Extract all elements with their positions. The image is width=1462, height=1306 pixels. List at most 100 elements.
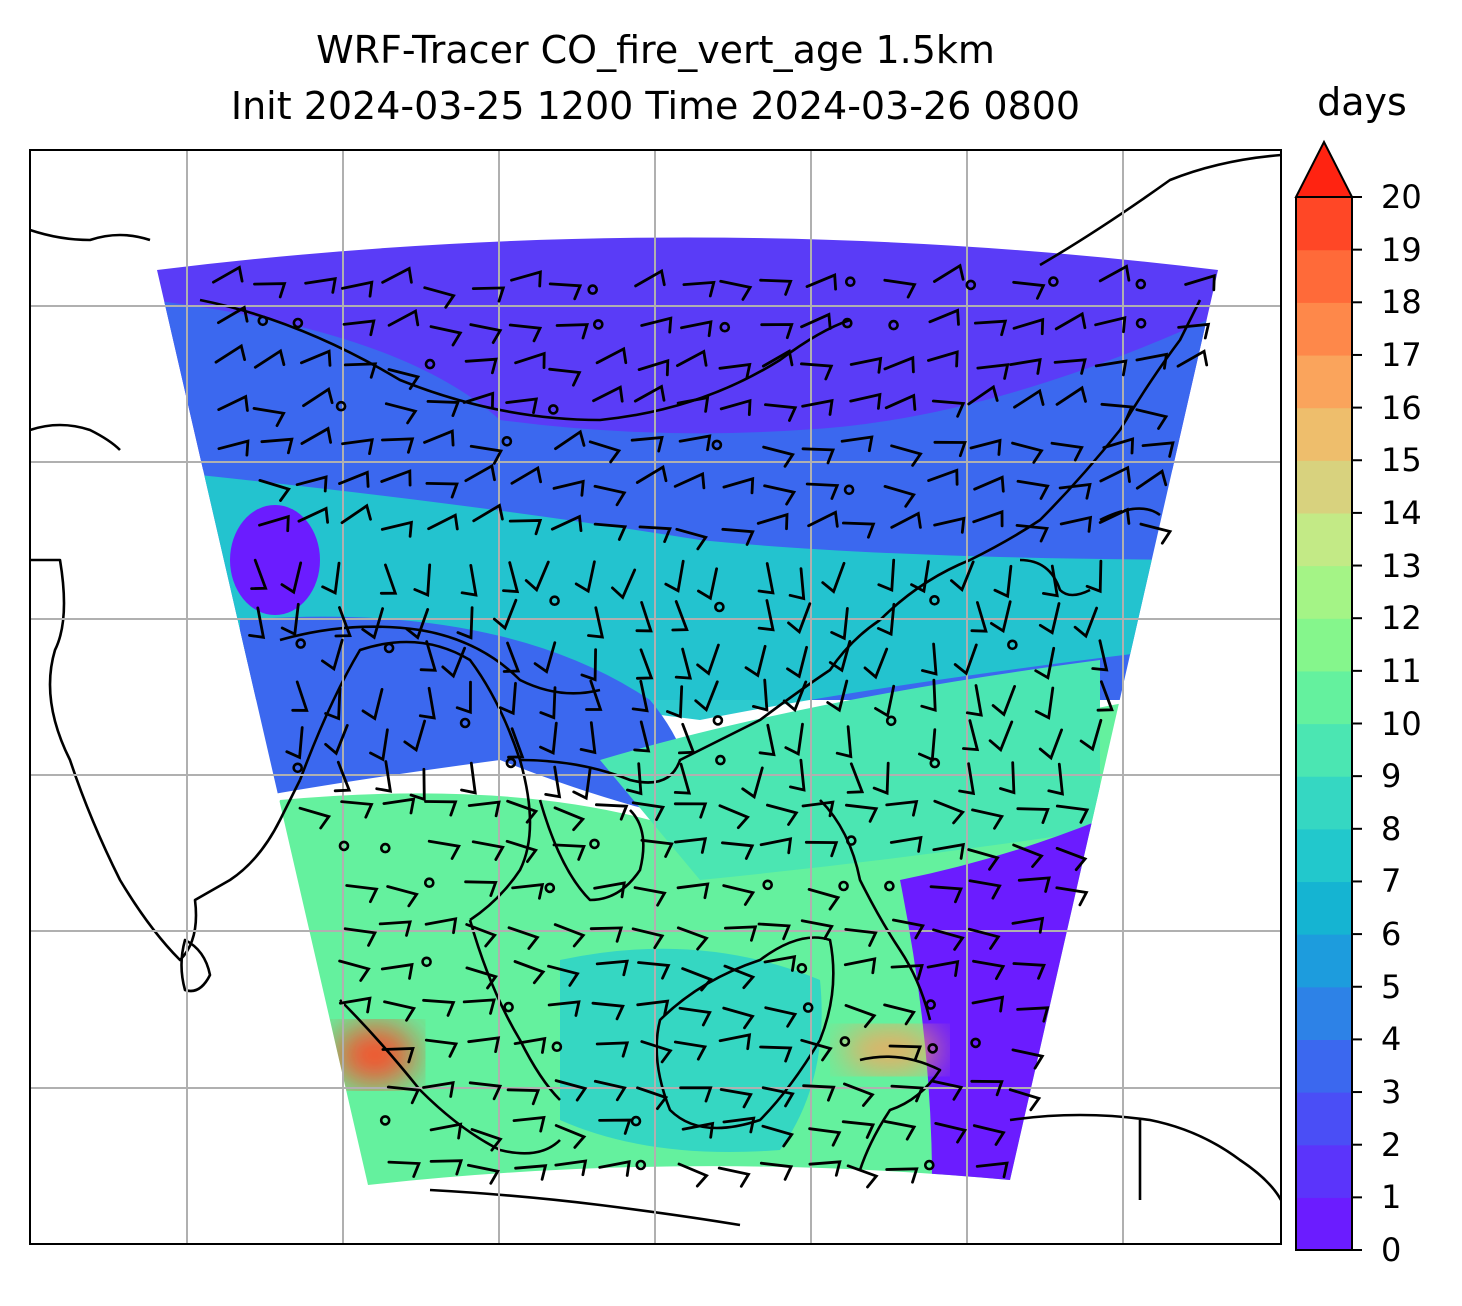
calm-wind-circle (802, 1002, 814, 1013)
wind-barb (828, 640, 852, 673)
wind-barb (671, 600, 689, 632)
calm-wind-circle (843, 484, 855, 496)
calm-wind-circle (383, 642, 395, 654)
colorbar-tick-label: 17 (1381, 335, 1422, 374)
wind-barb (340, 800, 374, 819)
wind-barb (835, 725, 853, 759)
calm-wind-circle (592, 319, 604, 330)
calm-wind-circle (1135, 317, 1147, 329)
wind-barb (849, 392, 882, 410)
calm-wind-circle (712, 715, 724, 726)
wind-barb (1055, 886, 1089, 907)
wind-barb (843, 957, 877, 975)
wind-barb (508, 323, 543, 343)
colorbar-tick-label: 12 (1381, 599, 1422, 638)
wind-barb (579, 721, 597, 755)
wind-barb (338, 959, 371, 982)
wind-barb (789, 758, 806, 792)
wind-barb (883, 355, 915, 374)
coastlines (30, 153, 1281, 1227)
calm-wind-circle (888, 319, 899, 331)
wind-barb (460, 564, 478, 597)
wind-barb (761, 1086, 795, 1108)
wind-barb (253, 282, 287, 299)
wind-barb (342, 319, 376, 337)
wind-barb (425, 482, 459, 499)
wind-barb (403, 719, 426, 753)
wind-barb (722, 884, 756, 906)
wind-barb (574, 560, 596, 594)
wind-barb (885, 1167, 919, 1184)
wind-barb (300, 349, 332, 367)
calm-wind-circle (295, 638, 307, 649)
calm-wind-circle (549, 595, 560, 607)
wind-barb (877, 558, 896, 593)
wind-barb (502, 641, 521, 673)
wind-barb (324, 687, 342, 721)
wind-barb (1055, 385, 1087, 406)
wind-barb (429, 325, 463, 347)
wind-barb (988, 720, 1014, 753)
wind-barb (1099, 465, 1131, 483)
wind-barb (513, 1036, 547, 1054)
calm-wind-circle (845, 835, 857, 846)
coast-malaysia (468, 919, 561, 1101)
wind-barb (302, 386, 334, 408)
wind-barb (744, 644, 767, 678)
wind-barb (926, 959, 960, 977)
wind-barb (334, 606, 352, 638)
wind-barb (464, 463, 496, 483)
wind-barb (381, 437, 415, 454)
field-borneo (560, 948, 822, 1152)
wind-barb (993, 564, 1013, 599)
wind-barb (846, 1164, 879, 1189)
wind-barb (405, 608, 430, 640)
wind-barb (413, 563, 432, 597)
map-title-line1: WRF-Tracer CO_fire_vert_age 1.5km (316, 28, 995, 72)
calm-wind-circle (884, 880, 895, 892)
wind-barb (1085, 559, 1103, 594)
coast-india (30, 558, 302, 962)
wind-barb (382, 797, 416, 815)
wind-barb (369, 728, 389, 762)
wind-barb (788, 567, 806, 601)
wind-barb (455, 680, 472, 715)
wind-barb (675, 527, 708, 551)
colorbar-tick-label: 9 (1381, 757, 1402, 796)
calm-wind-circle (505, 757, 517, 769)
wind-barb (506, 799, 539, 824)
wind-barb (885, 799, 919, 817)
wind-barb (631, 801, 666, 821)
colorbar-segment (1296, 1144, 1352, 1198)
wind-barb (929, 885, 963, 904)
colorbar-units-label: days (1317, 80, 1407, 124)
wind-barb (1012, 843, 1044, 868)
colorbar-segment (1296, 197, 1352, 251)
wind-barb (361, 688, 384, 721)
calm-wind-circle (841, 317, 853, 329)
map-frame (29, 149, 1282, 1245)
wind-barb (830, 607, 849, 641)
calm-wind-circle (762, 879, 774, 891)
wind-barb (965, 684, 983, 717)
wind-barb (298, 806, 332, 830)
wind-barb (635, 601, 653, 633)
wind-barbs (212, 263, 1216, 1189)
wind-barb (547, 1000, 581, 1017)
wind-barb (598, 1159, 631, 1177)
wind-barb (970, 1079, 1004, 1097)
wind-barb (722, 1006, 755, 1030)
wind-barb (764, 403, 798, 422)
calm-wind-circle (379, 842, 391, 854)
calm-wind-circle (970, 1037, 981, 1049)
wind-barb (719, 1088, 753, 1109)
colorbar-segment (1296, 986, 1352, 1040)
calm-wind-circle (927, 1043, 939, 1054)
wind-barb (759, 1161, 794, 1181)
wind-barb (514, 351, 546, 369)
wind-barb (547, 964, 580, 987)
wind-barb (674, 837, 708, 854)
wind-barb (802, 1084, 836, 1102)
wind-barb (971, 808, 1005, 830)
wind-barb (967, 384, 999, 406)
